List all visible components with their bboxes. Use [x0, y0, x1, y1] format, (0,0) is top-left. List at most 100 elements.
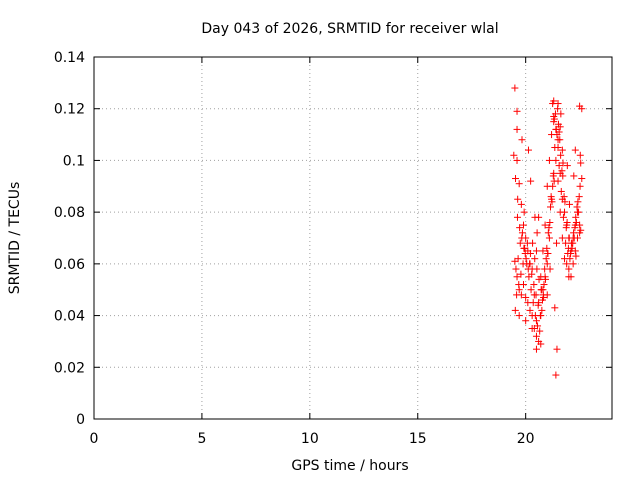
data-point	[549, 100, 557, 108]
data-point	[572, 213, 580, 221]
data-point	[536, 327, 544, 335]
data-point	[543, 244, 551, 252]
data-point	[548, 198, 556, 206]
data-point	[555, 128, 563, 136]
data-point	[537, 286, 545, 294]
chart-title: Day 043 of 2026, SRMTID for receiver wla…	[201, 21, 498, 37]
data-point	[533, 265, 541, 273]
data-point	[563, 260, 571, 268]
y-tick-label: 0	[76, 412, 85, 428]
data-point	[516, 224, 524, 232]
data-points	[510, 84, 586, 379]
data-point	[511, 306, 519, 314]
data-point	[571, 224, 579, 232]
data-point	[513, 125, 521, 133]
y-tick-label: 0.02	[54, 360, 85, 376]
data-point	[572, 252, 580, 260]
data-point	[510, 151, 518, 159]
data-point	[517, 200, 525, 208]
data-point	[535, 275, 543, 283]
data-point	[526, 250, 534, 258]
data-point	[516, 239, 524, 247]
data-point	[524, 146, 532, 154]
data-point	[575, 193, 583, 201]
data-point	[513, 156, 521, 164]
data-point	[550, 177, 558, 185]
data-point	[550, 112, 558, 120]
y-tick-label: 0.1	[63, 153, 85, 169]
data-point	[549, 172, 557, 180]
x-axis-label: GPS time / hours	[291, 458, 408, 474]
data-point	[538, 306, 546, 314]
data-point	[559, 213, 567, 221]
data-point	[532, 345, 540, 353]
data-point	[578, 105, 586, 113]
data-point	[543, 260, 551, 268]
data-point	[532, 291, 540, 299]
data-point	[535, 213, 543, 221]
data-point	[532, 332, 540, 340]
y-tick-label: 0.14	[54, 50, 85, 66]
data-point	[520, 244, 528, 252]
data-point	[533, 229, 541, 237]
data-point	[562, 224, 570, 232]
data-point	[520, 208, 528, 216]
data-point	[565, 273, 573, 281]
data-point	[522, 255, 530, 263]
data-point	[518, 136, 526, 144]
data-point	[543, 291, 551, 299]
data-point	[577, 159, 585, 167]
data-point	[571, 146, 579, 154]
data-point	[552, 156, 560, 164]
data-point	[546, 203, 554, 211]
data-point	[567, 250, 575, 258]
x-tick-label: 5	[197, 431, 206, 447]
data-point	[537, 340, 545, 348]
data-point	[522, 293, 530, 301]
data-point	[532, 247, 540, 255]
data-point	[577, 226, 585, 234]
data-point	[557, 187, 565, 195]
data-point	[560, 193, 568, 201]
x-tick-label: 20	[517, 431, 535, 447]
data-point	[555, 162, 563, 170]
data-point	[576, 151, 584, 159]
data-point	[528, 325, 536, 332]
data-point	[556, 208, 564, 216]
data-point	[512, 175, 520, 183]
data-point	[526, 306, 534, 314]
data-point	[578, 175, 586, 183]
axis-ticks: 0 0.02 0.04 0.06 0.08 0.1 0.12 0.14 0 5 10 15 20	[54, 50, 612, 447]
data-point	[576, 182, 584, 190]
data-point	[546, 265, 554, 273]
data-point	[567, 239, 575, 247]
data-point	[561, 198, 569, 206]
data-point	[565, 200, 573, 208]
data-point	[563, 218, 571, 226]
y-axis-label: SRMTID / TECUs	[7, 182, 23, 295]
data-point	[511, 84, 519, 92]
data-point	[565, 234, 573, 242]
data-point	[529, 299, 537, 307]
data-point	[542, 255, 550, 263]
data-point	[570, 172, 578, 180]
data-point	[559, 172, 567, 180]
data-point	[518, 234, 526, 242]
y-tick-label: 0.04	[54, 309, 85, 325]
data-point	[532, 317, 540, 325]
data-point	[524, 265, 532, 273]
data-point	[558, 167, 566, 175]
data-point	[574, 198, 582, 206]
x-tick-label: 10	[301, 431, 319, 447]
data-point	[545, 224, 553, 232]
data-point	[544, 229, 552, 237]
data-point	[534, 322, 542, 330]
data-point	[575, 208, 583, 216]
data-point	[547, 193, 555, 201]
data-point	[513, 213, 521, 221]
data-point	[563, 162, 571, 170]
data-point	[557, 110, 565, 118]
data-point	[545, 156, 553, 164]
data-point	[558, 146, 566, 154]
